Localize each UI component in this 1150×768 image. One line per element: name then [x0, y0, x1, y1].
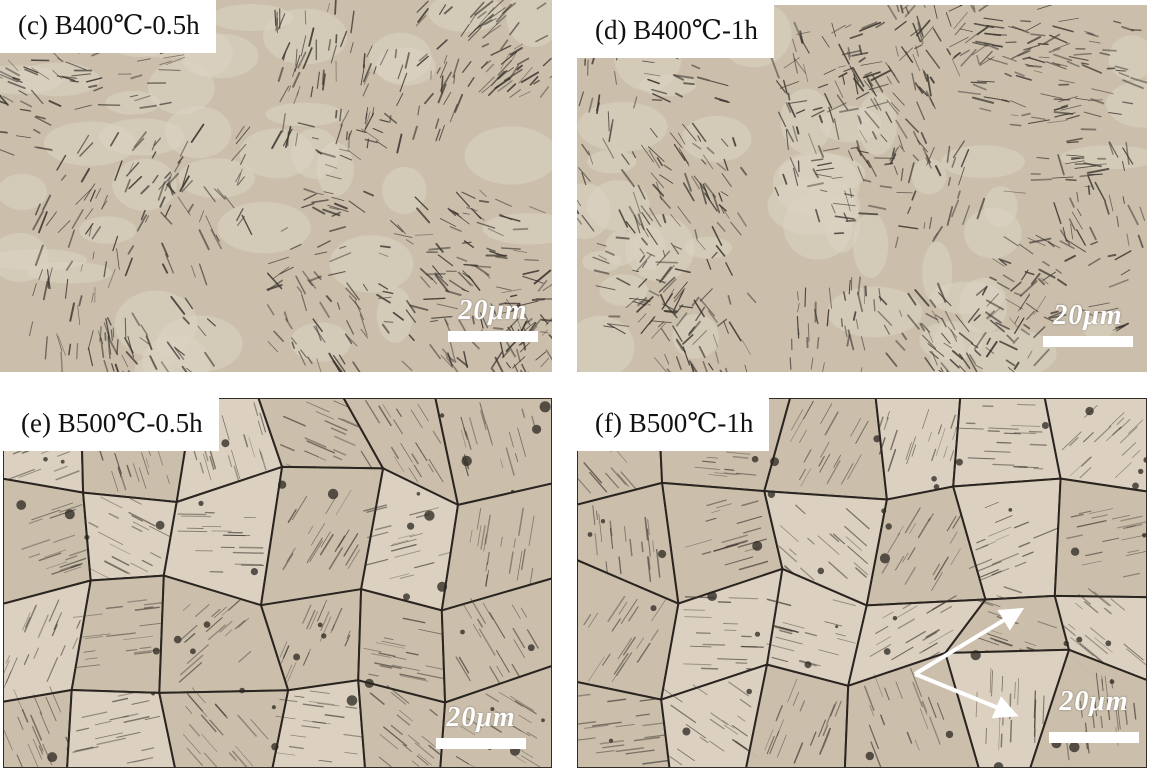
micrograph-panel-e: (e) B500℃-0.5h 20μm: [3, 398, 552, 768]
panel-label-f: (f) B500℃-1h: [577, 398, 770, 451]
scale-bar-label-d: 20μm: [1053, 300, 1123, 331]
micrograph-image-c: [0, 0, 552, 372]
scale-bar-line-f: [1049, 732, 1139, 743]
arrow-lower: [914, 672, 1019, 719]
scale-bar-d: 20μm: [1043, 302, 1133, 347]
indicator-arrows: [913, 607, 1025, 719]
micrograph-panel-f: (f) B500℃-1h 20μm: [577, 398, 1147, 768]
scale-bar-label-c: 20μm: [458, 295, 528, 326]
scale-bar-c: 20μm: [448, 297, 538, 342]
scale-bar-label-f: 20μm: [1059, 686, 1129, 717]
panel-label-c: (c) B400℃-0.5h: [0, 0, 216, 53]
scale-bar-line-e: [436, 738, 526, 749]
panel-label-d: (d) B400℃-1h: [577, 5, 774, 58]
scale-bar-f: 20μm: [1049, 688, 1139, 743]
micrograph-image-d: [577, 5, 1147, 372]
scale-bar-label-e: 20μm: [446, 702, 516, 733]
scale-bar-line-d: [1043, 336, 1133, 347]
micrograph-panel-c: (c) B400℃-0.5h 20μm: [0, 0, 552, 372]
scale-bar-e: 20μm: [436, 704, 526, 749]
scale-bar-line-c: [448, 331, 538, 342]
panel-label-e: (e) B500℃-0.5h: [3, 398, 219, 451]
micrograph-panel-d: (d) B400℃-1h 20μm: [577, 5, 1147, 372]
arrow-upper: [913, 607, 1025, 676]
